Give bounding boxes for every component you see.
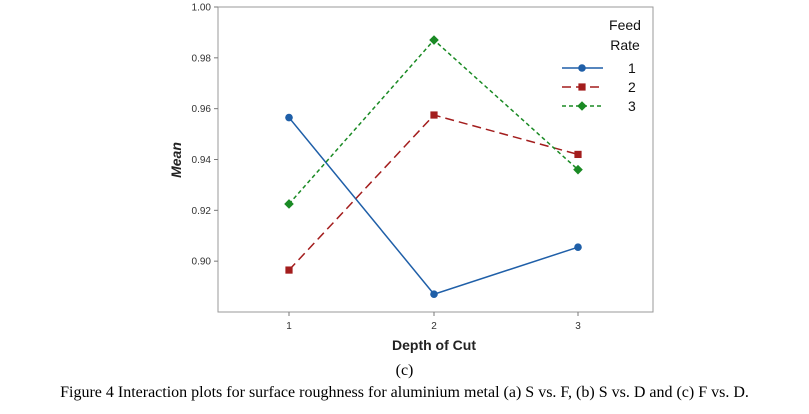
y-tick-label: 1.00 (192, 3, 212, 14)
legend-title-feed: Feed (609, 17, 641, 33)
data-point-series-1 (285, 113, 293, 122)
legend: Feed Rate 1 2 3 (562, 17, 641, 114)
legend-label-3: 3 (628, 98, 636, 114)
legend-swatch-marker-2 (578, 83, 586, 91)
legend-label-1: 1 (628, 60, 636, 76)
y-tick-label: 0.96 (192, 104, 212, 115)
data-point-series-2 (574, 150, 582, 159)
data-point-series-2 (285, 266, 293, 274)
legend-swatch-marker-1 (578, 64, 586, 72)
panel-label: (c) (395, 362, 414, 379)
y-axis-title: Mean (168, 142, 184, 178)
y-axis-ticks: 0.90 0.92 0.94 0.96 0.98 1.00 (192, 3, 218, 268)
y-tick-label: 0.94 (192, 155, 212, 166)
data-point-series-1 (574, 243, 582, 251)
figure-caption: Figure 4 Interaction plots for surface r… (60, 384, 749, 401)
x-tick-label: 2 (431, 321, 437, 332)
legend-title-rate: Rate (610, 37, 640, 53)
data-point-series-2 (430, 111, 438, 119)
data-point-series-1 (430, 290, 438, 299)
y-tick-label: 0.98 (192, 53, 212, 64)
x-axis-title: Depth of Cut (392, 337, 476, 353)
legend-swatch-marker-3 (577, 101, 587, 111)
x-tick-label: 1 (286, 321, 292, 332)
plot-area (217, 6, 654, 313)
legend-label-2: 2 (628, 79, 636, 95)
y-tick-label: 0.90 (192, 257, 212, 268)
x-tick-label: 3 (575, 321, 581, 332)
series-markers (284, 35, 583, 299)
x-axis-ticks: 1 2 3 (286, 312, 581, 332)
data-point-series-3 (429, 35, 439, 45)
y-tick-label: 0.92 (192, 206, 212, 217)
data-point-series-3 (573, 164, 583, 175)
interaction-chart: 0.90 0.92 0.94 0.96 0.98 1.00 1 2 3 Mean Depth … (168, 3, 654, 353)
data-point-series-3 (284, 199, 294, 209)
